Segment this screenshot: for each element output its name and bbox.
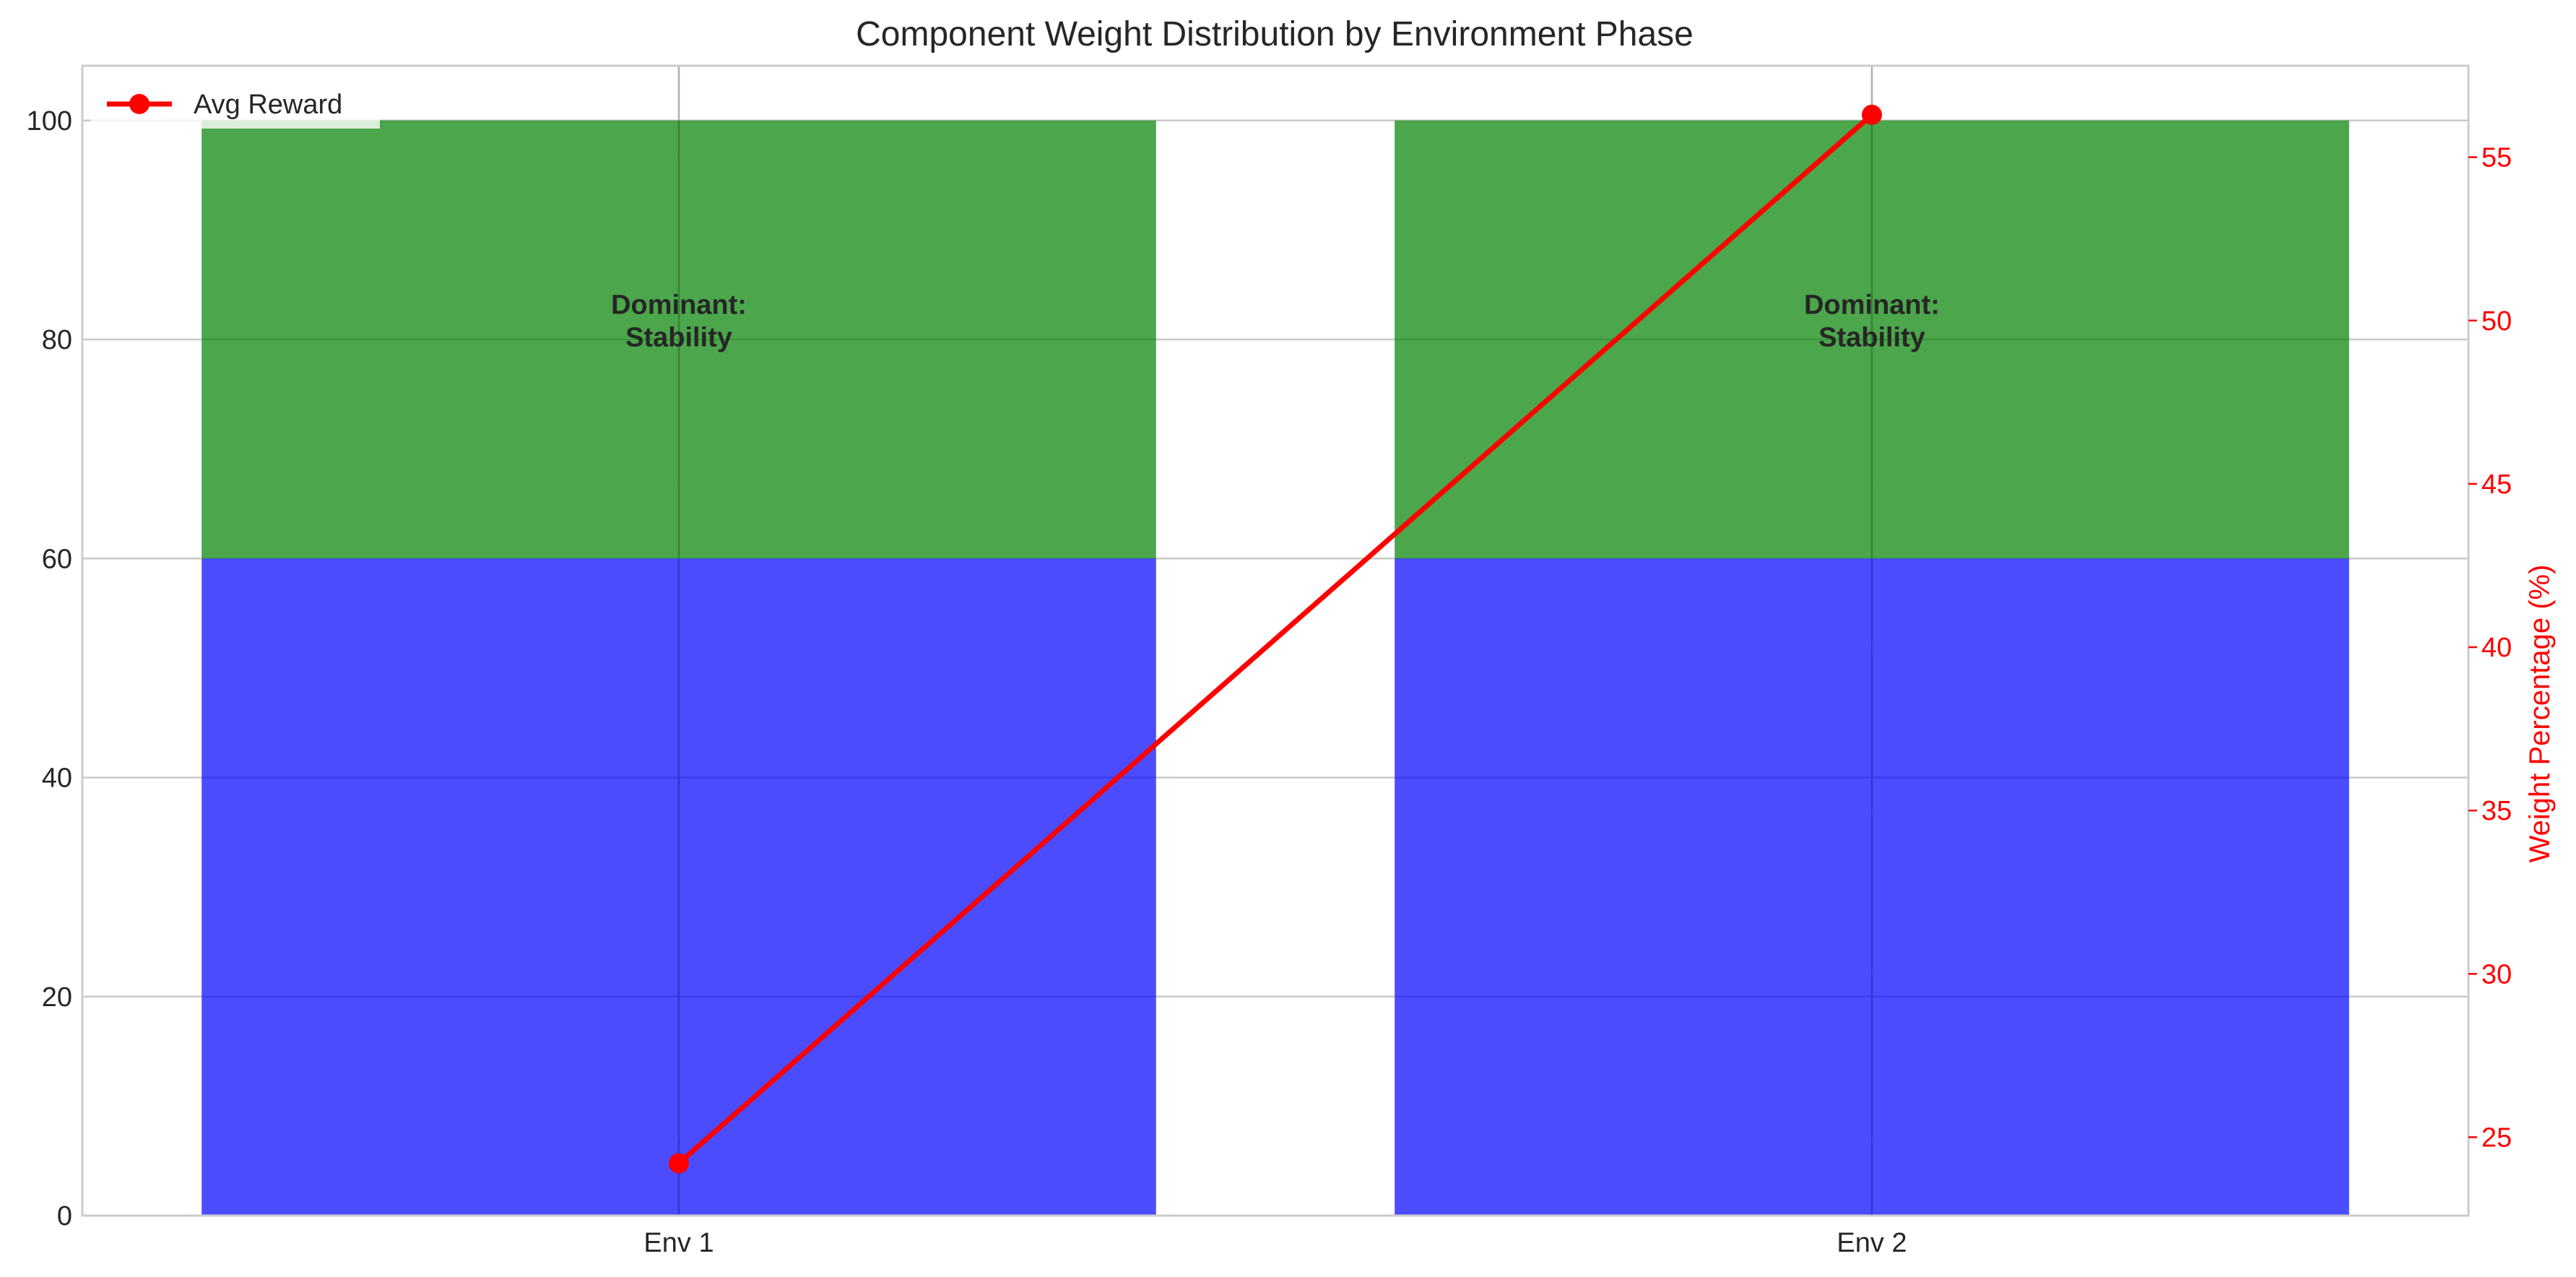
line-marker (1862, 104, 1882, 125)
axis-layer: 0 20 40 60 80 100 25 30 35 40 45 50 55 Env 1 Env 2 (27, 64, 2512, 1258)
bar-annotation-line2: Stability (1818, 323, 1925, 353)
bar-annotation-line1: Dominant: (1804, 290, 1940, 321)
line-series-avg-reward (677, 113, 1874, 1166)
chart-title: Component Weight Distribution by Environ… (856, 15, 1694, 53)
x-tick-label: Env 2 (1836, 1228, 1907, 1258)
bar-segment (1395, 558, 2349, 1216)
y-tick-label-left: 60 (42, 544, 72, 574)
x-tick-label: Env 1 (643, 1228, 714, 1258)
y-tick-label-right: 40 (2481, 633, 2512, 663)
line-layer (669, 104, 1882, 1174)
line-marker (669, 1153, 689, 1174)
y-tick-label-left: 20 (42, 982, 72, 1013)
y-tick-label-left: 100 (27, 106, 72, 137)
y-tick-label-right: 25 (2481, 1122, 2512, 1153)
y-tick-label-right: 55 (2481, 143, 2512, 173)
y-tick-label-right: 50 (2481, 306, 2512, 337)
bar-segment (1395, 120, 2349, 559)
y-tick-label-left: 80 (42, 325, 72, 355)
y-tick-label-right: 45 (2481, 469, 2512, 500)
y-tick-label-left: 0 (57, 1201, 72, 1231)
bar-annotation-line1: Dominant: (611, 290, 747, 321)
plot-frame (81, 64, 2470, 1217)
legend-label: Avg Reward (194, 90, 342, 120)
right-axis-label: Weight Percentage (%) (2524, 565, 2556, 863)
y-tick-label-left: 40 (42, 763, 72, 794)
y-tick-label-right: 35 (2481, 796, 2512, 826)
bar-segment (201, 120, 1156, 559)
legend: Avg Reward (91, 81, 380, 129)
bar-annotation-line2: Stability (625, 323, 732, 353)
y-tick-label-right: 30 (2481, 959, 2512, 990)
legend-marker-swatch (129, 94, 149, 114)
